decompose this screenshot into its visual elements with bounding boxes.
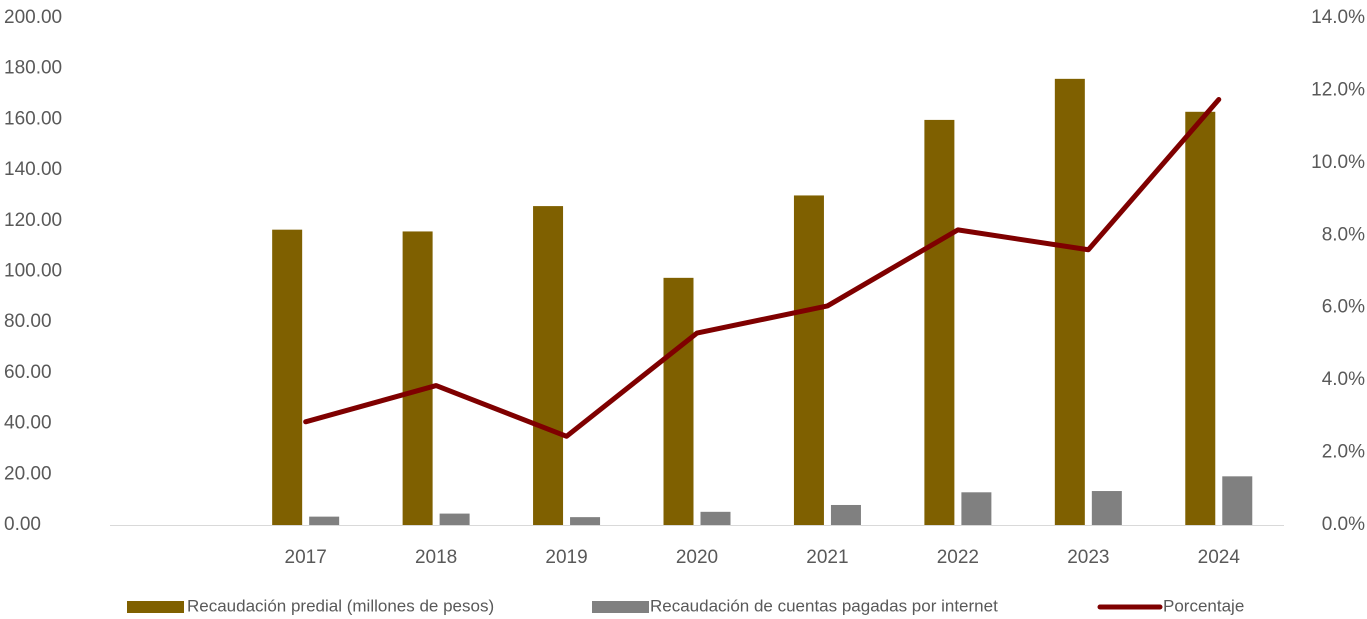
left-tick-label: 180.00 <box>4 58 62 79</box>
bar-internet-2023 <box>1091 491 1122 525</box>
left-tick-label: 60.00 <box>4 362 52 383</box>
right-tick-label: 12.0% <box>1311 79 1365 100</box>
bar-internet-2022 <box>961 492 992 525</box>
right-tick-label: 2.0% <box>1322 442 1365 463</box>
left-tick-label: 40.00 <box>4 413 52 434</box>
x-tick-label: 2019 <box>545 547 587 568</box>
bar-internet-2019 <box>570 517 601 525</box>
legend-label: Porcentaje <box>1163 596 1244 615</box>
bar-internet-2020 <box>700 511 731 525</box>
left-tick-label: 160.00 <box>4 108 62 129</box>
bar-internet-2021 <box>830 504 861 525</box>
x-tick-label: 2022 <box>937 547 979 568</box>
line-porcentaje <box>303 96 1222 439</box>
bar-predial-2020 <box>663 277 694 525</box>
right-tick-label: 14.0% <box>1311 7 1365 28</box>
x-tick-label: 2023 <box>1067 547 1109 568</box>
bar-predial-2021 <box>793 195 824 525</box>
left-tick-label: 20.00 <box>4 463 52 484</box>
bar-internet-2024 <box>1222 476 1253 525</box>
bar-internet-2018 <box>439 513 470 525</box>
bar-predial-2023 <box>1054 78 1085 525</box>
left-tick-label: 80.00 <box>4 311 52 332</box>
right-tick-label: 8.0% <box>1322 224 1365 245</box>
line-series-group <box>303 96 1222 439</box>
right-tick-label: 4.0% <box>1322 369 1365 390</box>
left-tick-label: 0.00 <box>4 514 41 535</box>
legend-swatch <box>592 601 649 613</box>
right-tick-label: 10.0% <box>1311 152 1365 173</box>
left-tick-label: 100.00 <box>4 261 62 282</box>
legend-label: Recaudación de cuentas pagadas por inter… <box>650 596 998 615</box>
left-tick-label: 140.00 <box>4 159 62 180</box>
x-tick-label: 2018 <box>415 547 457 568</box>
left-tick-label: 200.00 <box>4 7 62 28</box>
x-axis: 2017 2018 2019 2020 2021 2022 2023 2024 <box>285 547 1241 568</box>
left-tick-label: 120.00 <box>4 210 62 231</box>
legend-label: Recaudación predial (millones de pesos) <box>187 596 494 615</box>
bar-predial-2019 <box>533 206 564 526</box>
right-axis: 0.0% 2.0% 4.0% 6.0% 8.0% 10.0% 12.0% 14.0% <box>1311 7 1365 535</box>
bar-predial-2018 <box>402 231 433 525</box>
bar-predial-2017 <box>272 229 303 526</box>
bar-series-group <box>272 78 1253 526</box>
right-tick-label: 6.0% <box>1322 297 1365 318</box>
x-tick-label: 2020 <box>676 547 718 568</box>
right-tick-label: 0.0% <box>1322 514 1365 535</box>
legend-swatch <box>127 601 184 613</box>
left-axis: 0.00 20.00 40.00 60.00 80.00 100.00 120.00 140.… <box>4 7 62 535</box>
x-tick-label: 2024 <box>1198 547 1241 568</box>
x-tick-label: 2017 <box>285 547 327 568</box>
bar-internet-2017 <box>309 516 340 525</box>
bar-predial-2022 <box>924 119 955 526</box>
legend: Recaudación predial (millones de pesos) R… <box>127 596 1244 615</box>
bar-predial-2024 <box>1185 111 1216 526</box>
x-tick-label: 2021 <box>806 547 848 568</box>
